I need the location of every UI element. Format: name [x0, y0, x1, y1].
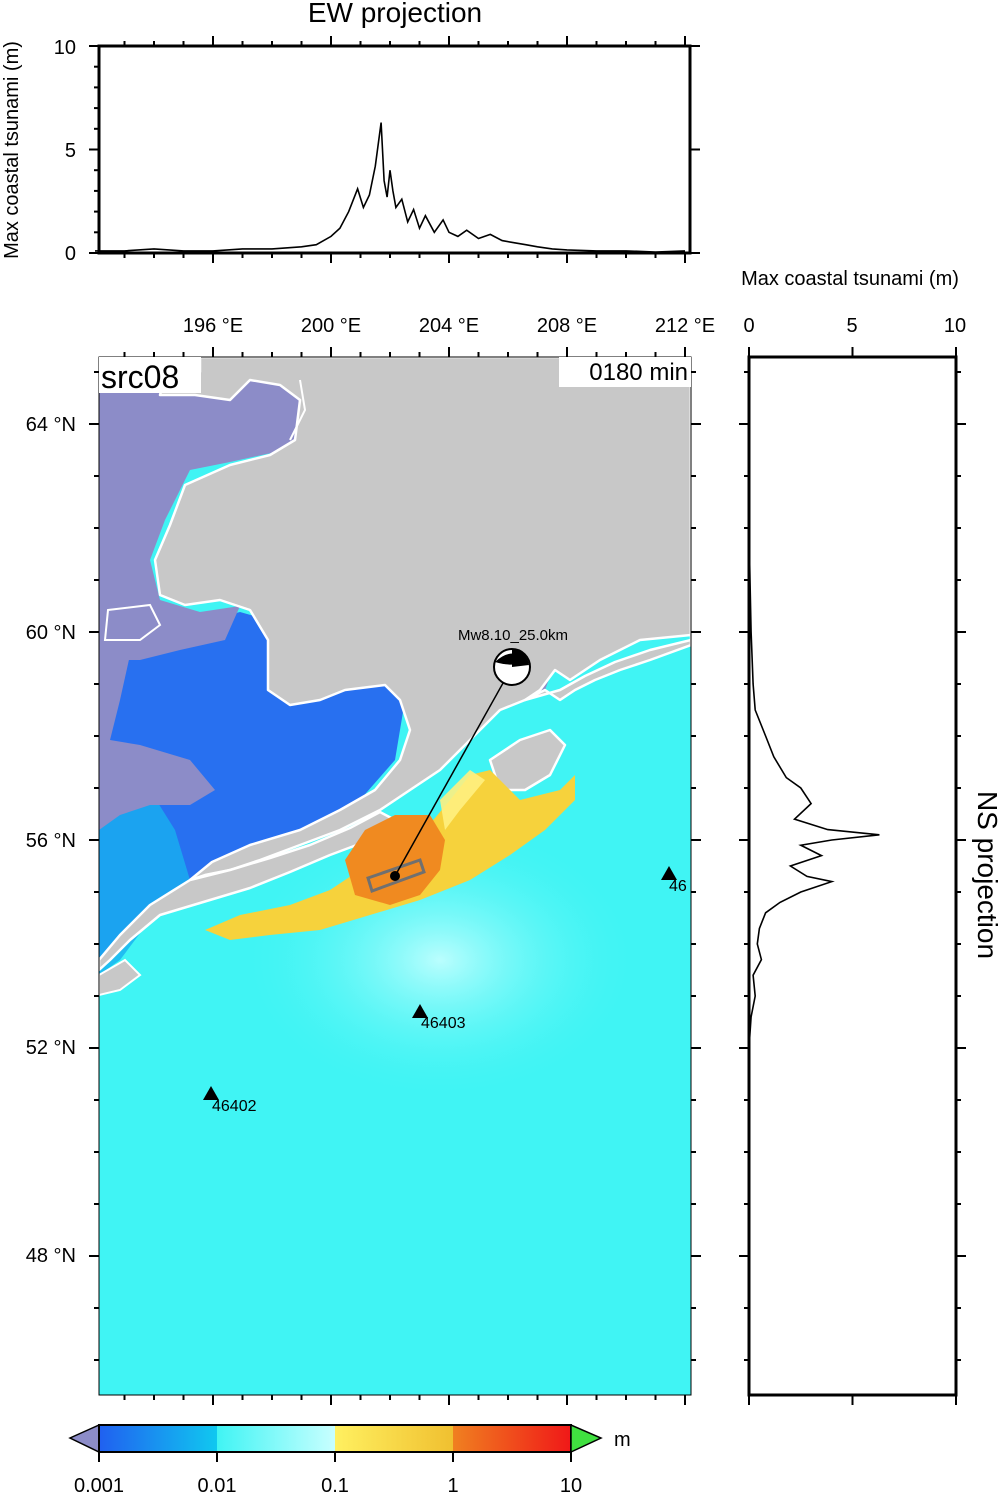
station-46403-label: 46403	[421, 1015, 466, 1032]
epicenter-marker	[390, 871, 400, 881]
map-frame	[98, 356, 692, 1396]
epicenter-connector	[394, 666, 513, 877]
ew-ytick-label-5: 5	[65, 140, 76, 162]
ew-frame	[97, 44, 692, 255]
colorbar-label-1: 1	[447, 1475, 458, 1496]
ns-panel: Max coastal tsunami (m) 0 5 10 NS projec…	[739, 268, 1003, 1405]
lon-label-196: 196 °E	[183, 315, 243, 337]
colorbar-seg-3	[335, 1425, 453, 1452]
colorbar-under-arrow	[68, 1423, 100, 1454]
lat-label-48: 48 °N	[26, 1245, 76, 1267]
event-label: Mw8.10_25.0km	[458, 627, 568, 644]
ns-xtick-label-0: 0	[743, 315, 754, 337]
ew-ylabel: Max coastal tsunami (m)	[1, 41, 23, 259]
ns-xtick-label-5: 5	[846, 315, 857, 337]
low-amplitude-area-west	[99, 655, 215, 830]
lat-label-52: 52 °N	[26, 1037, 76, 1059]
station-46403-triangle-icon	[412, 1004, 428, 1018]
ew-ticks	[89, 36, 700, 263]
station-46402: 46402	[203, 1086, 257, 1115]
ns-ticks	[739, 347, 966, 1405]
colorbar-label-0.01: 0.01	[198, 1475, 237, 1496]
colorbar-seg-4	[453, 1425, 571, 1452]
lon-label-208: 208 °E	[537, 315, 597, 337]
amplitude-light-yellow-zone	[440, 770, 485, 830]
coastline-accent	[289, 379, 307, 441]
lat-label-60: 60 °N	[26, 622, 76, 644]
ew-series-line	[95, 122, 686, 253]
station-46: 46	[661, 866, 687, 895]
source-label-bg	[99, 357, 201, 393]
ew-panel: EW projection Max coastal tsunami (m) 0 …	[1, 0, 700, 265]
ns-frame	[747, 355, 958, 1397]
map-panel: src08 0180 min 196 °E 200 °E 204 °E 208 …	[26, 315, 715, 1405]
station-46-triangle-icon	[661, 866, 677, 880]
ns-title: NS projection	[972, 791, 1003, 959]
colorbar-label-0.1: 0.1	[321, 1475, 349, 1496]
beachball-icon	[493, 648, 531, 686]
fault-plane	[366, 858, 426, 893]
colorbar-label-0.001: 0.001	[74, 1475, 124, 1496]
colorbar-seg-1	[99, 1425, 217, 1452]
station-46-label: 46	[669, 878, 687, 895]
lon-label-200: 200 °E	[301, 315, 361, 337]
station-46403: 46403	[412, 1004, 466, 1032]
source-label: src08	[101, 359, 179, 395]
lat-label-64: 64 °N	[26, 414, 76, 436]
colorbar-over-arrow	[570, 1423, 603, 1454]
lon-label-212: 212 °E	[655, 315, 715, 337]
time-label-bg	[559, 357, 691, 387]
ew-ytick-label-0: 0	[65, 243, 76, 265]
land-pribilof	[103, 603, 162, 641]
lon-label-204: 204 °E	[419, 315, 479, 337]
land-kenai	[523, 357, 691, 702]
ns-xlabel: Max coastal tsunami (m)	[741, 268, 959, 290]
ew-ytick-label-10: 10	[54, 37, 76, 59]
land-alaska-peninsula	[99, 810, 397, 972]
ns-xtick-label-10: 10	[944, 315, 966, 337]
map-ticks	[89, 347, 701, 1405]
low-amplitude-area-north	[99, 372, 305, 660]
colorbar-seg-2	[217, 1425, 335, 1452]
land-aleutian-1	[99, 958, 142, 997]
colorbar-ticks	[98, 1452, 572, 1462]
colorbar-unit: m	[614, 1429, 631, 1451]
colorbar-label-10: 10	[560, 1475, 582, 1496]
station-46402-label: 46402	[212, 1098, 257, 1115]
lat-label-56: 56 °N	[26, 830, 76, 852]
ew-title: EW projection	[308, 0, 482, 28]
bering-sea-cyan-fringe	[99, 790, 190, 975]
ns-series-line	[748, 527, 880, 1049]
station-46402-triangle-icon	[203, 1086, 219, 1100]
time-label: 0180 min	[589, 359, 688, 386]
colorbar: m 0.001 0.01 0.1 1 10	[68, 1423, 631, 1496]
